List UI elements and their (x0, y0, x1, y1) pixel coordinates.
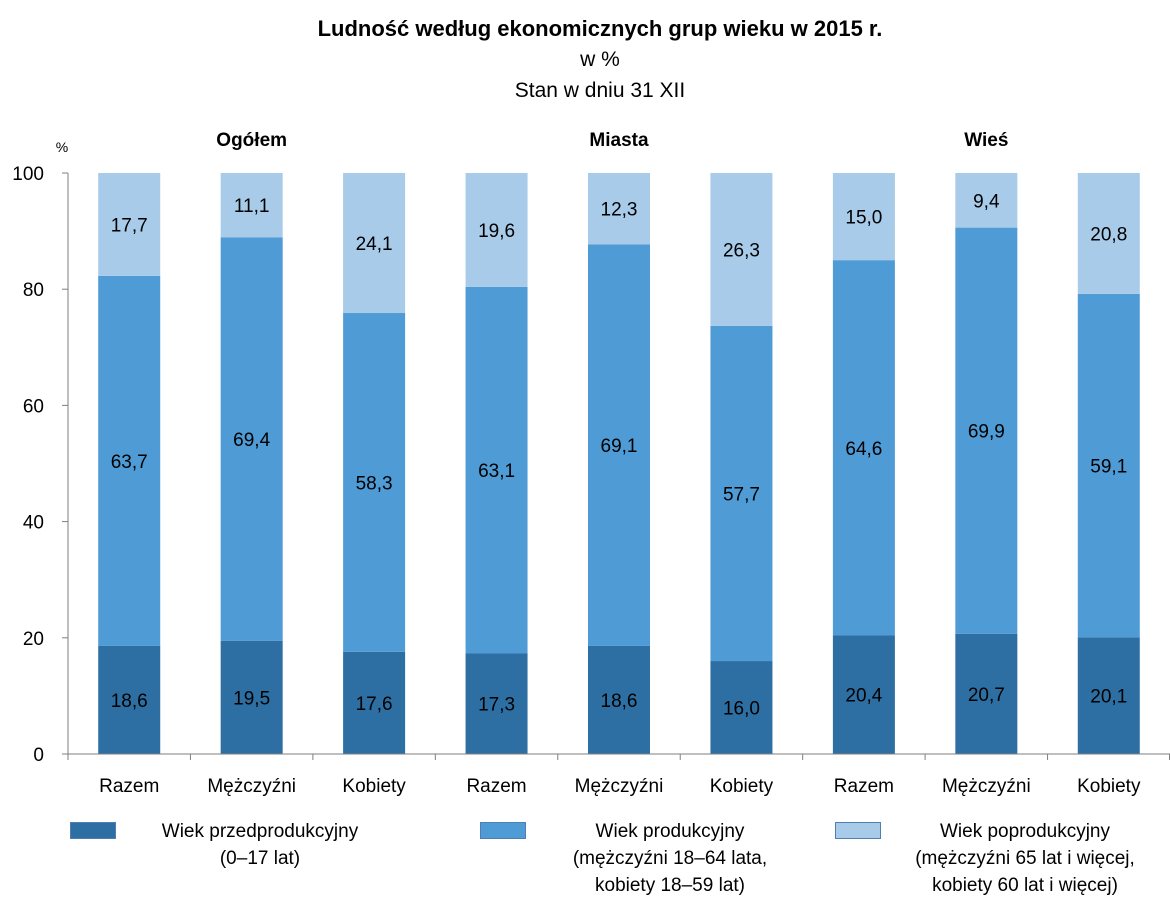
bar-poprodukcyjny (710, 173, 773, 326)
bar-poprodukcyjny (588, 173, 650, 245)
bar-poprodukcyjny (465, 173, 528, 287)
data-label-poprodukcyjny: 20,8 (1090, 224, 1127, 245)
data-label-przedprodukcyjny: 20,1 (1090, 687, 1127, 708)
legend-label: Wiek poprodukcyjny (939, 821, 1111, 842)
bar-przedprodukcyjny (465, 653, 528, 754)
x-category-label: Razem (466, 776, 526, 797)
bar-produkcyjny (343, 313, 406, 652)
bar-produkcyjny (465, 286, 528, 654)
bar-produkcyjny (955, 227, 1018, 634)
data-label-przedprodukcyjny: 17,6 (356, 694, 393, 715)
legend-label: Wiek przedprodukcyjny (161, 821, 359, 842)
bar-przedprodukcyjny (710, 661, 773, 754)
y-axis-unit-label: % (56, 139, 68, 155)
chart-subtitle-date: Stan w dniu 31 XII (514, 79, 686, 102)
y-tick-label: 40 (23, 513, 44, 534)
legend-label: (0–17 lat) (219, 848, 301, 869)
legend-swatch-produkcyjny (480, 822, 526, 839)
data-label-przedprodukcyjny: 16,0 (723, 699, 760, 720)
data-label-poprodukcyjny: 24,1 (356, 234, 393, 255)
data-label-przedprodukcyjny: 17,3 (478, 695, 515, 716)
data-label-przedprodukcyjny: 20,4 (845, 686, 882, 707)
y-tick-label: 20 (23, 629, 44, 650)
bar-przedprodukcyjny (832, 635, 895, 754)
bar-poprodukcyjny (955, 173, 1018, 228)
bar-produkcyjny (832, 260, 895, 636)
x-category-label: Kobiety (710, 776, 774, 797)
data-label-produkcyjny: 69,9 (968, 422, 1005, 443)
bar-przedprodukcyjny (1077, 637, 1140, 754)
y-tick-label: 80 (23, 280, 44, 301)
data-label-poprodukcyjny: 15,0 (845, 208, 882, 229)
bar-produkcyjny (710, 325, 773, 662)
bar-przedprodukcyjny (98, 645, 161, 754)
legend-label: (mężczyźni 65 lat i więcej, (915, 848, 1135, 869)
x-category-label: Mężczyźni (207, 776, 296, 797)
y-tick-label: 100 (12, 164, 44, 185)
data-label-poprodukcyjny: 12,3 (601, 200, 638, 221)
bar-przedprodukcyjny (343, 651, 406, 754)
legend-swatch-przedprodukcyjny (70, 822, 116, 839)
data-label-produkcyjny: 64,6 (845, 439, 882, 460)
bar-poprodukcyjny (1077, 173, 1140, 294)
bar-poprodukcyjny (220, 173, 283, 238)
data-label-produkcyjny: 58,3 (356, 473, 393, 494)
data-label-produkcyjny: 63,1 (478, 461, 515, 482)
x-category-label: Kobiety (1077, 776, 1141, 797)
group-header: Miasta (589, 130, 649, 151)
bar-produkcyjny (220, 237, 283, 641)
legend-label: (mężczyźni 18–64 lata, (572, 848, 768, 869)
y-tick-label: 60 (23, 396, 44, 417)
data-label-produkcyjny: 69,1 (601, 436, 638, 457)
x-category-label: Mężczyźni (942, 776, 1031, 797)
x-category-label: Kobiety (342, 776, 406, 797)
data-label-poprodukcyjny: 26,3 (723, 240, 760, 261)
legend-item-przedprodukcyjny: Wiek przedprodukcyjny (0–17 lat) (70, 818, 400, 872)
chart-title-block: Ludność według ekonomicznych grup wieku … (0, 14, 1170, 106)
bar-poprodukcyjny (832, 173, 895, 261)
bar-produkcyjny (588, 244, 650, 646)
group-header: Wieś (964, 130, 1008, 151)
bar-przedprodukcyjny (588, 645, 650, 754)
legend-item-produkcyjny: Wiek produkcyjny (mężczyźni 18–64 lata, … (480, 818, 800, 899)
bar-poprodukcyjny (98, 173, 161, 276)
data-label-przedprodukcyjny: 20,7 (968, 685, 1005, 706)
x-category-label: Razem (99, 776, 159, 797)
group-header: Ogółem (216, 130, 287, 151)
data-label-produkcyjny: 63,7 (111, 452, 148, 473)
data-label-poprodukcyjny: 11,1 (234, 196, 270, 217)
data-label-przedprodukcyjny: 18,6 (601, 691, 638, 712)
data-label-przedprodukcyjny: 19,5 (233, 688, 270, 709)
data-label-poprodukcyjny: 19,6 (478, 221, 515, 242)
bar-przedprodukcyjny (220, 640, 283, 754)
data-label-produkcyjny: 69,4 (233, 430, 270, 451)
legend-label: Wiek produkcyjny (595, 821, 745, 842)
data-label-produkcyjny: 57,7 (723, 484, 760, 505)
bar-produkcyjny (1077, 293, 1140, 638)
chart-subtitle-unit: w % (580, 48, 620, 71)
chart-title: Ludność według ekonomicznych grup wieku … (317, 16, 883, 41)
x-category-label: Razem (834, 776, 894, 797)
data-label-poprodukcyjny: 9,4 (973, 191, 1000, 212)
data-label-poprodukcyjny: 17,7 (111, 215, 148, 236)
legend-item-poprodukcyjny: Wiek poprodukcyjny (mężczyźni 65 lat i w… (835, 818, 1165, 899)
data-label-przedprodukcyjny: 18,6 (111, 691, 148, 712)
bar-przedprodukcyjny (955, 633, 1018, 754)
bar-poprodukcyjny (343, 173, 406, 314)
legend-label: kobiety 60 lat i więcej) (932, 875, 1118, 896)
legend-swatch-poprodukcyjny (835, 822, 881, 839)
data-label-produkcyjny: 59,1 (1090, 457, 1127, 478)
y-tick-label: 0 (33, 745, 44, 766)
x-category-label: Mężczyźni (575, 776, 664, 797)
bar-produkcyjny (98, 275, 161, 646)
legend-label: kobiety 18–59 lat) (595, 875, 745, 896)
